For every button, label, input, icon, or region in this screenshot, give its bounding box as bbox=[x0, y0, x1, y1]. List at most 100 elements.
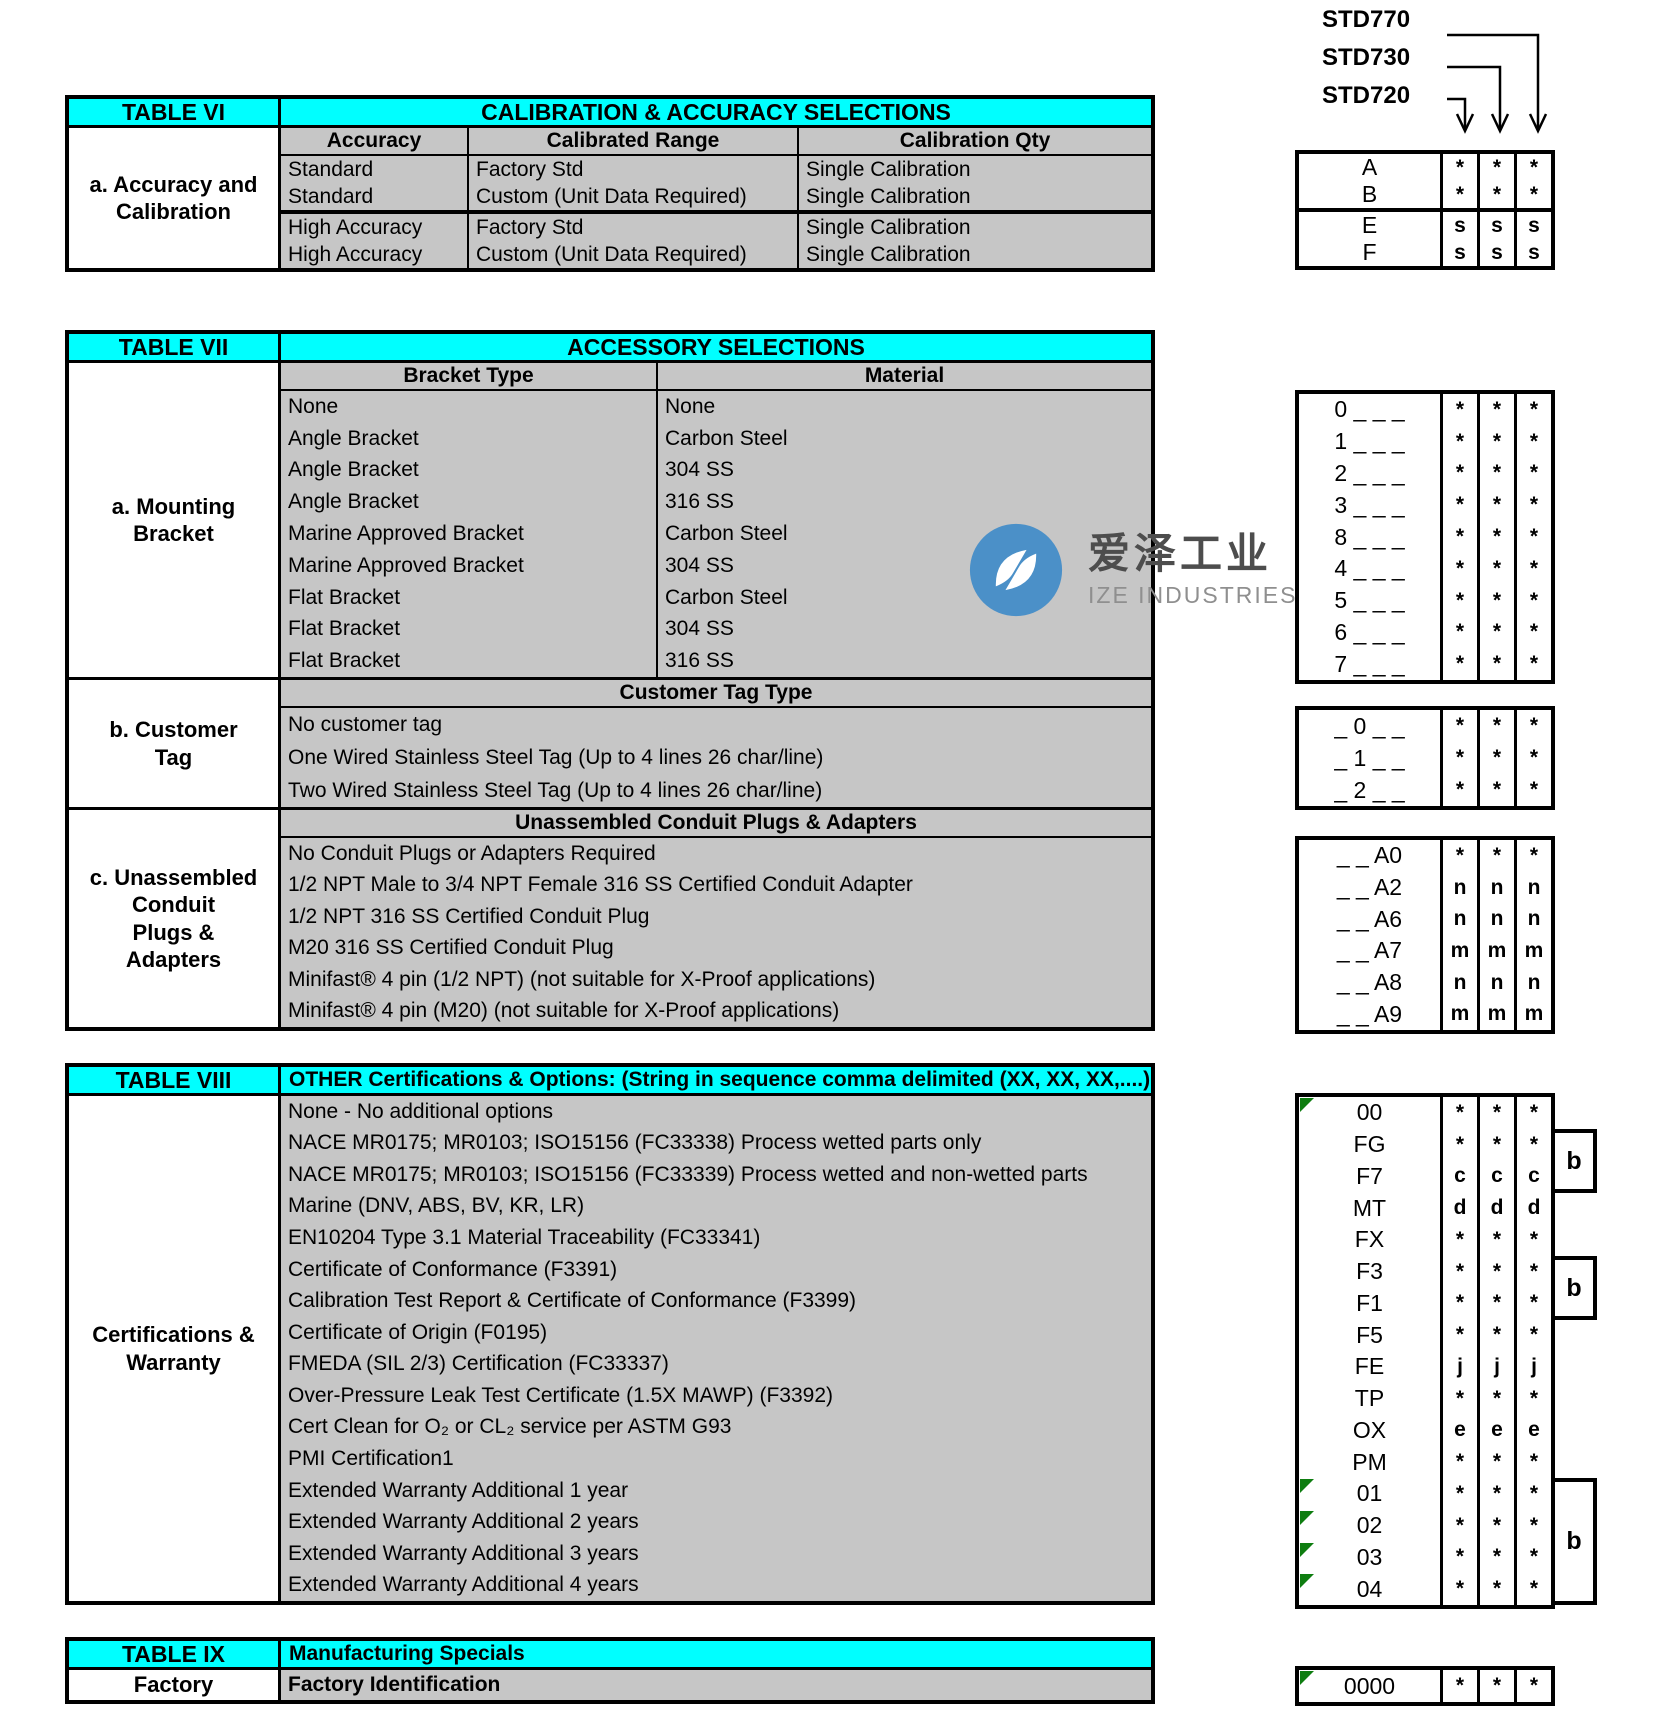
mark-std720: s bbox=[1440, 239, 1477, 266]
code-row: PM * * * bbox=[1299, 1446, 1551, 1478]
code-label: OX bbox=[1352, 1416, 1387, 1443]
mark-std720: * bbox=[1440, 457, 1477, 490]
code-row: 6 _ _ _ * * * bbox=[1299, 616, 1551, 649]
table-row: Calibration Test Report & Certificate of… bbox=[281, 1285, 1151, 1317]
code-label: FE bbox=[1354, 1353, 1385, 1380]
table-row: Over-Pressure Leak Test Certificate (1.5… bbox=[281, 1380, 1151, 1412]
certification-option-cell: Calibration Test Report & Certificate of… bbox=[288, 1289, 857, 1313]
range-cell: Custom (Unit Data Required) bbox=[467, 241, 797, 268]
code-row: 03 * * * bbox=[1299, 1541, 1551, 1574]
code-row: _ _ A9 m m m bbox=[1299, 998, 1551, 1031]
mark-std730: * bbox=[1477, 1224, 1514, 1256]
material-cell: 316 SS bbox=[656, 645, 1151, 678]
table-row: M20 316 SS Certified Conduit Plug bbox=[281, 933, 1151, 965]
section-divider bbox=[69, 677, 1151, 680]
mark-std720: n bbox=[1440, 966, 1477, 999]
code-rows: _ 0 _ _ * * * _ 1 _ _ * * * _ 2 _ _ * * bbox=[1299, 710, 1551, 806]
code-label: FG bbox=[1353, 1131, 1386, 1158]
table-row: Minifast® 4 pin (M20) (not suitable for … bbox=[281, 996, 1151, 1028]
model-label-std730: STD730 bbox=[1322, 44, 1411, 71]
mark-std770: * bbox=[1514, 616, 1551, 649]
table-row: None None bbox=[281, 391, 1151, 423]
mark-std770: * bbox=[1514, 552, 1551, 585]
code-label: FX bbox=[1354, 1226, 1385, 1253]
customer-tag-section: b. Customer Tag Customer Tag Type No cus… bbox=[69, 680, 1151, 807]
table-row: High Accuracy Custom (Unit Data Required… bbox=[281, 241, 1151, 268]
mark-std720: * bbox=[1440, 774, 1477, 806]
code-label: F bbox=[1362, 239, 1377, 265]
mark-std720: m bbox=[1440, 998, 1477, 1031]
mark-std720: * bbox=[1440, 616, 1477, 649]
mark-std770: d bbox=[1514, 1192, 1551, 1224]
mark-std770: * bbox=[1514, 1670, 1551, 1702]
mark-std730: * bbox=[1477, 584, 1514, 617]
mark-std730: * bbox=[1477, 457, 1514, 490]
mark-std730: * bbox=[1477, 394, 1514, 426]
logo-english-text: IZE INDUSTRIES bbox=[1088, 581, 1298, 608]
accuracy-cell: Standard bbox=[288, 184, 374, 208]
table-vi-header: TABLE VI CALIBRATION & ACCURACY SELECTIO… bbox=[69, 99, 1151, 128]
table-vi-title: TABLE VI bbox=[69, 99, 281, 125]
code-row: _ _ A0 * * * bbox=[1299, 840, 1551, 872]
certifications-section: Certifications & Warranty None - No addi… bbox=[69, 1096, 1151, 1601]
certification-option-cell: Extended Warranty Additional 2 years bbox=[288, 1510, 639, 1534]
bracket-type-cell: Angle Bracket bbox=[288, 426, 419, 450]
certification-option-cell: Certificate of Conformance (F3391) bbox=[288, 1257, 618, 1281]
conduit-option-cell: No Conduit Plugs or Adapters Required bbox=[288, 841, 656, 865]
certification-option-cell: FMEDA (SIL 2/3) Certification (FC33337) bbox=[288, 1352, 669, 1376]
mark-std730: * bbox=[1477, 1541, 1514, 1574]
conduit-option-cell: 1/2 NPT Male to 3/4 NPT Female 316 SS Ce… bbox=[288, 873, 913, 897]
table-row: Extended Warranty Additional 3 years bbox=[281, 1538, 1151, 1570]
mark-std720: * bbox=[1440, 840, 1477, 872]
code-table-viii: 00 * * * FG * * * F7 c c bbox=[1295, 1093, 1555, 1609]
mark-std720: * bbox=[1440, 521, 1477, 553]
code-row: 04 * * * bbox=[1299, 1573, 1551, 1605]
certification-option-cell: Over-Pressure Leak Test Certificate (1.5… bbox=[288, 1383, 834, 1407]
code-rows: 0000 * * * bbox=[1299, 1670, 1551, 1702]
mark-std730: s bbox=[1477, 239, 1514, 266]
table-row: Angle Bracket 304 SS bbox=[281, 454, 1151, 487]
mark-std770: * bbox=[1514, 710, 1551, 742]
mark-std770: j bbox=[1514, 1351, 1551, 1383]
mark-std730: s bbox=[1477, 212, 1514, 239]
code-table-vii-conduit: _ _ A0 * * * _ _ A2 n n n _ _ A6 n n n bbox=[1295, 836, 1555, 1034]
table-row: No Conduit Plugs or Adapters Required bbox=[281, 838, 1151, 870]
code-label: 0000 bbox=[1343, 1672, 1396, 1699]
table-row: FMEDA (SIL 2/3) Certification (FC33337) bbox=[281, 1349, 1151, 1381]
code-label: MT bbox=[1352, 1194, 1387, 1221]
column-material: Material bbox=[656, 363, 1151, 389]
accuracy-cell: Standard bbox=[288, 157, 374, 181]
code-label: 03 bbox=[1356, 1543, 1383, 1570]
code-label: 5 _ _ _ bbox=[1334, 587, 1405, 614]
table-row: NACE MR0175; MR0103; ISO15156 (FC33338) … bbox=[281, 1128, 1151, 1160]
mark-std770: * bbox=[1514, 584, 1551, 617]
mark-std730: * bbox=[1477, 1287, 1514, 1320]
table-row: Extended Warranty Additional 1 year bbox=[281, 1475, 1151, 1507]
comment-flag-icon bbox=[1300, 1479, 1314, 1493]
code-label: _ _ A0 bbox=[1336, 842, 1403, 869]
conduit-subheader: Unassembled Conduit Plugs & Adapters bbox=[281, 810, 1151, 838]
mark-std730: * bbox=[1477, 616, 1514, 649]
code-label: _ _ A9 bbox=[1336, 1000, 1403, 1027]
code-row: MT d d d bbox=[1299, 1192, 1551, 1224]
mark-std770: m bbox=[1514, 935, 1551, 967]
code-label: 6 _ _ _ bbox=[1334, 618, 1405, 645]
mark-std770: * bbox=[1514, 489, 1551, 522]
bracket-rows: None None Angle Bracket Carbon Steel Ang… bbox=[281, 391, 1151, 678]
conduit-option-cell: M20 316 SS Certified Conduit Plug bbox=[288, 936, 614, 960]
mark-std770: * bbox=[1514, 840, 1551, 872]
customer-tag-rows: No customer tag One Wired Stainless Stee… bbox=[281, 708, 1151, 807]
bracket-type-cell: Marine Approved Bracket bbox=[288, 553, 524, 577]
code-row: F1 * * * bbox=[1299, 1287, 1551, 1320]
certification-option-cell: EN10204 Type 3.1 Material Traceability (… bbox=[288, 1226, 761, 1250]
code-row: 1 _ _ _ * * * bbox=[1299, 425, 1551, 458]
mark-std770: c bbox=[1514, 1160, 1551, 1193]
code-label: B bbox=[1361, 181, 1378, 207]
table-row: One Wired Stainless Steel Tag (Up to 4 l… bbox=[281, 741, 1151, 774]
table-row: Angle Bracket 316 SS bbox=[281, 486, 1151, 519]
code-row: 7 _ _ _ * * * bbox=[1299, 648, 1551, 681]
code-row: A * * * bbox=[1299, 154, 1551, 181]
certification-option-cell: Extended Warranty Additional 4 years bbox=[288, 1573, 639, 1597]
mark-std720: * bbox=[1440, 154, 1477, 181]
certification-option-cell: None - No additional options bbox=[288, 1099, 554, 1123]
